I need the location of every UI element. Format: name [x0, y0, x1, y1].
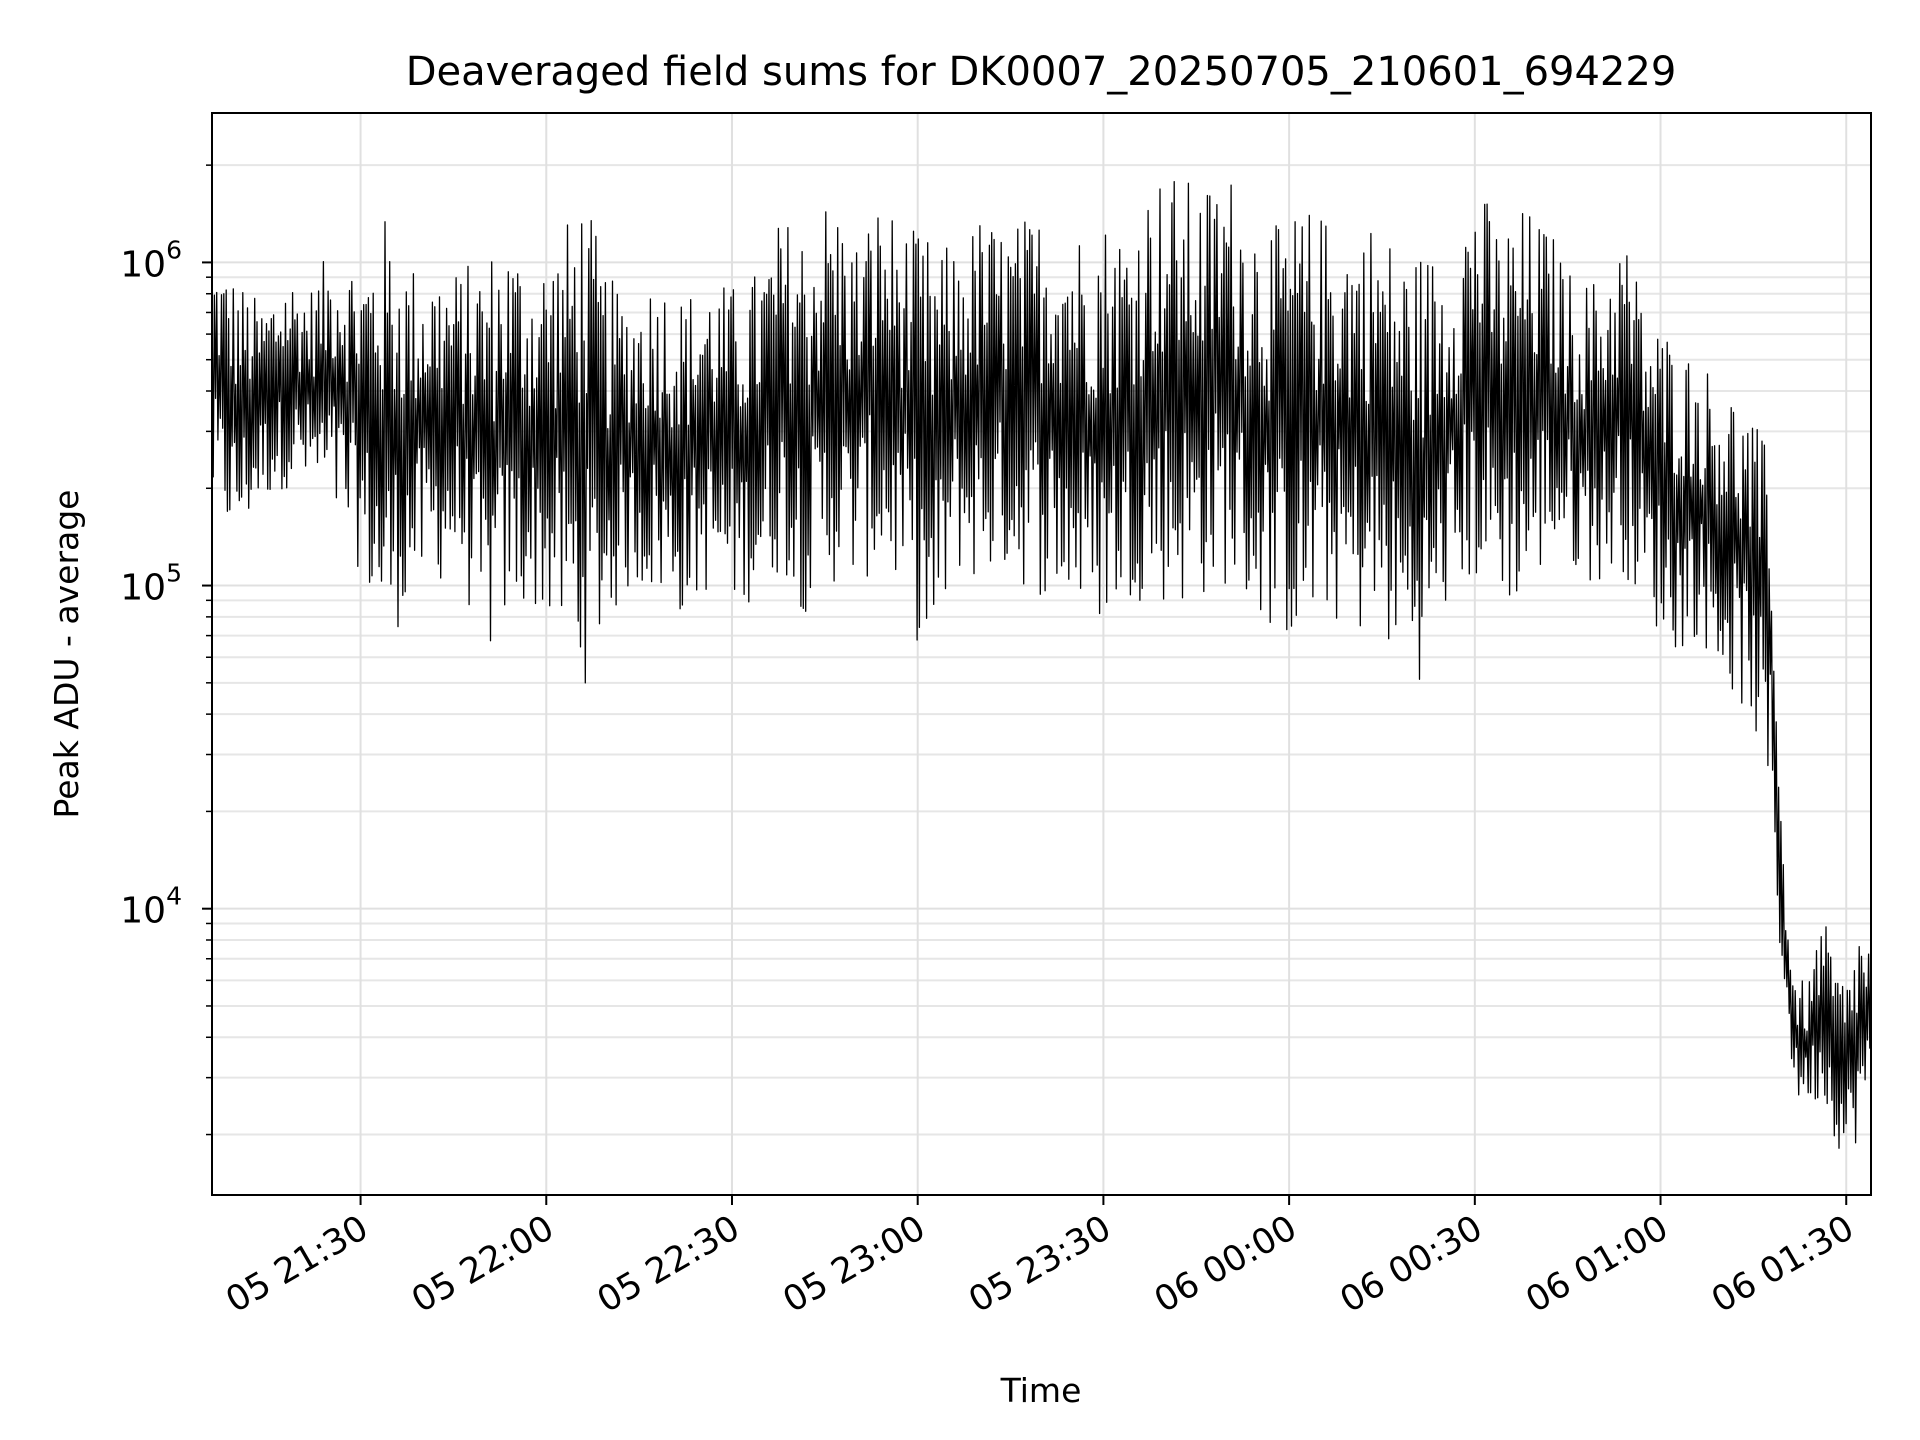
y-axis-label: Peak ADU - average: [47, 490, 86, 819]
series-line: [211, 180, 1872, 1149]
chart-title: Deaveraged field sums for DK0007_2025070…: [406, 49, 1677, 95]
y-tick-label: 106: [120, 235, 182, 285]
plot-area-frame: [211, 112, 1872, 1196]
series-layer: [211, 180, 1872, 1149]
y-tick-label: 104: [120, 882, 182, 932]
y-tick-label: 105: [120, 559, 182, 609]
y-tick-label-base: 10: [120, 568, 166, 609]
y-tick-label-exponent: 4: [166, 882, 182, 911]
y-tick-label-exponent: 5: [166, 559, 182, 588]
y-tick-label-base: 10: [120, 891, 166, 932]
y-tick-label-exponent: 6: [166, 235, 182, 264]
x-axis-label: Time: [1000, 1371, 1082, 1410]
y-tick-label-base: 10: [120, 244, 166, 285]
